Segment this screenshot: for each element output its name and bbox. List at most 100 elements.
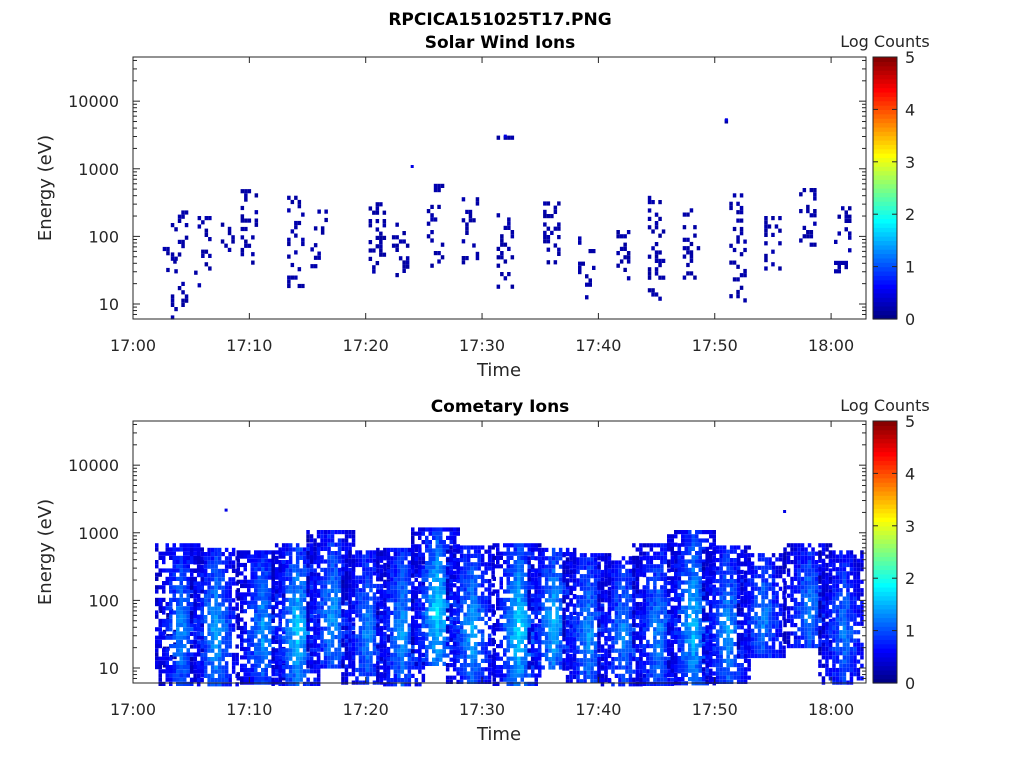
- burst-cell: [274, 648, 279, 653]
- burst-cell: [439, 632, 443, 637]
- burst-cell: [386, 669, 391, 674]
- burst-cell: [369, 672, 373, 677]
- burst-cell: [183, 665, 187, 670]
- burst-cell: [337, 651, 342, 656]
- burst-cell: [169, 665, 173, 670]
- burst-cell: [203, 615, 208, 620]
- burst-cell: [376, 651, 380, 656]
- burst-cell: [555, 615, 559, 620]
- burst-cell: [558, 623, 563, 628]
- burst-cell: [295, 669, 300, 674]
- burst-cell: [586, 578, 591, 583]
- burst-cell: [621, 678, 626, 683]
- burst-cell: [407, 547, 412, 552]
- burst-cell: [386, 606, 391, 611]
- burst-cell: [459, 558, 464, 563]
- burst-cell: [172, 564, 176, 569]
- burst-cell: [404, 564, 408, 569]
- burst-cell: [365, 630, 370, 635]
- burst-cell: [250, 600, 254, 605]
- burst-cell: [492, 681, 496, 686]
- burst-cell: [398, 239, 403, 244]
- burst-cell: [281, 639, 286, 644]
- burst-cell: [548, 556, 552, 561]
- burst-cell: [597, 590, 601, 596]
- burst-cell: [169, 610, 173, 615]
- burst-cell: [499, 597, 503, 602]
- burst-cell: [453, 527, 457, 532]
- burst-cell: [285, 656, 289, 661]
- burst-cell: [551, 665, 556, 670]
- burst-cell: [341, 592, 345, 597]
- burst-cell: [435, 590, 439, 595]
- burst-cell: [484, 608, 488, 613]
- burst-cell: [418, 531, 422, 536]
- burst-cell: [541, 623, 545, 628]
- burst-cell: [466, 675, 471, 680]
- burst-cell: [365, 625, 370, 631]
- burst-cell: [397, 615, 401, 620]
- burst-cell: [268, 567, 272, 572]
- burst-cell: [614, 657, 619, 662]
- burst-cell: [510, 656, 514, 661]
- burst-cell: [527, 568, 531, 573]
- burst-cell: [513, 681, 517, 686]
- burst-cell: [597, 594, 601, 599]
- burst-cell: [837, 214, 841, 219]
- burst-cell: [487, 637, 492, 642]
- burst-cell: [344, 579, 349, 584]
- burst-cell: [496, 669, 500, 674]
- burst-cell: [593, 595, 598, 600]
- burst-cell: [407, 682, 412, 687]
- burst-cell: [358, 550, 363, 555]
- burst-cell: [411, 552, 415, 557]
- burst-cell: [278, 644, 282, 649]
- burst-cell: [572, 652, 577, 657]
- burst-cell: [597, 673, 601, 678]
- burst-cell: [341, 638, 345, 643]
- burst-cell: [297, 267, 302, 272]
- burst-cell: [565, 595, 570, 600]
- burst-cell: [254, 592, 258, 597]
- burst-cell: [323, 567, 328, 572]
- burst-cell: [411, 628, 415, 633]
- burst-cell: [579, 565, 584, 570]
- burst-cell: [379, 619, 384, 624]
- burst-16: [616, 230, 631, 281]
- burst-cell: [358, 617, 363, 622]
- colorbar-segment: [873, 57, 897, 62]
- burst-cell: [379, 231, 383, 236]
- burst-cell: [506, 669, 510, 674]
- burst-cell: [393, 581, 398, 586]
- burst-cell: [158, 602, 162, 607]
- colorbar-segment: [873, 244, 897, 250]
- burst-cell: [172, 635, 176, 640]
- burst-cell: [414, 577, 418, 582]
- burst-cell: [261, 630, 265, 635]
- burst-cell: [369, 588, 373, 593]
- burst-cell: [327, 630, 331, 635]
- burst-cell: [510, 585, 514, 590]
- burst-cell: [621, 644, 626, 649]
- burst-cell: [418, 665, 422, 670]
- burst-cell: [348, 562, 352, 568]
- burst-cell: [203, 640, 208, 645]
- burst-cell: [186, 631, 190, 636]
- burst-cell: [586, 565, 591, 570]
- burst-cell: [607, 564, 612, 569]
- burst-cell: [432, 561, 436, 566]
- burst-cell: [456, 671, 460, 676]
- burst-cell: [240, 646, 244, 652]
- burst-cell: [764, 216, 768, 221]
- burst-cell: [299, 677, 303, 682]
- burst-cell: [309, 656, 314, 661]
- burst-cell: [470, 650, 474, 655]
- burst-cell: [421, 636, 425, 641]
- burst-cell: [569, 561, 573, 566]
- burst-cell: [228, 673, 232, 678]
- burst-cell: [517, 572, 521, 577]
- burst-cell: [534, 657, 538, 662]
- burst-cell: [183, 623, 187, 628]
- burst-cell: [285, 652, 289, 657]
- colorbar-segment: [873, 310, 897, 316]
